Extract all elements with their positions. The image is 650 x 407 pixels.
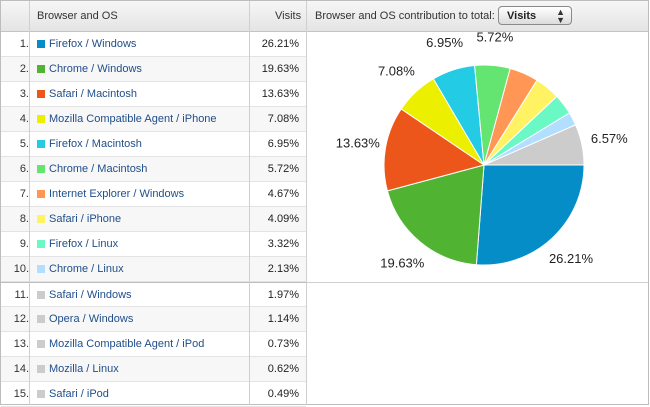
browser-os-link[interactable]: Safari / iPod (49, 388, 109, 400)
browser-os-link[interactable]: Safari / Windows (49, 289, 132, 301)
row-number: 4. (19, 113, 29, 125)
contribution-label: Browser and OS contribution to total: (315, 10, 495, 22)
pie-data-label: 19.63% (380, 256, 425, 271)
column-divider (29, 1, 30, 405)
pie-data-label: 7.08% (378, 64, 415, 79)
row-number: 10. (13, 263, 29, 275)
table-row: 7. Internet Explorer / Windows 4.67% (1, 182, 306, 207)
legend-swatch-icon (37, 390, 45, 398)
row-number: 12. (13, 313, 29, 325)
row-number: 7. (19, 188, 29, 200)
browser-os-link[interactable]: Opera / Windows (49, 313, 134, 325)
chart-divider (307, 282, 648, 283)
row-number: 1. (19, 38, 29, 50)
metric-select-value: Visits (507, 10, 537, 22)
legend-swatch-icon (37, 140, 45, 148)
pie-slice[interactable] (475, 164, 585, 266)
visits-percentage: 13.63% (261, 88, 299, 100)
row-number: 15. (13, 388, 29, 400)
table-row: 12. Opera / Windows 1.14% (1, 307, 306, 332)
pie-data-label: 26.21% (549, 251, 594, 266)
legend-swatch-icon (37, 291, 45, 299)
row-number: 14. (13, 363, 29, 375)
table-row: 14. Mozilla / Linux 0.62% (1, 357, 306, 382)
visits-percentage: 19.63% (261, 63, 299, 75)
visits-percentage: 1.14% (267, 313, 299, 325)
legend-swatch-icon (37, 115, 45, 123)
column-header-browser-os[interactable]: Browser and OS (37, 10, 118, 22)
pie-chart: 26.21% 19.63% 13.63% 7.08% 6.95% 5.72% 6.57% (336, 32, 628, 271)
legend-swatch-icon (37, 190, 45, 198)
column-header-visits[interactable]: Visits (275, 10, 302, 22)
visits-percentage: 1.97% (267, 289, 299, 301)
pie-data-label: 6.57% (591, 131, 628, 146)
pie-slice[interactable] (386, 164, 485, 266)
browser-os-link[interactable]: Safari / Macintosh (49, 88, 138, 100)
visits-percentage: 4.67% (267, 188, 299, 200)
column-divider (249, 1, 250, 405)
legend-swatch-icon (37, 315, 45, 323)
legend-swatch-icon (37, 240, 45, 248)
visits-percentage: 26.21% (261, 38, 299, 50)
row-number: 2. (19, 63, 29, 75)
visits-percentage: 3.32% (267, 238, 299, 250)
pie-slice[interactable] (383, 108, 486, 192)
legend-swatch-icon (37, 215, 45, 223)
legend-swatch-icon (37, 365, 45, 373)
row-number: 3. (19, 88, 29, 100)
visits-percentage: 0.62% (267, 363, 299, 375)
select-arrows-icon: ▲ ▼ (556, 7, 565, 25)
table-row: 3. Safari / Macintosh 13.63% (1, 82, 306, 107)
table-row: 5. Firefox / Macintosh 6.95% (1, 132, 306, 157)
pie-data-label: 5.72% (476, 32, 513, 45)
table-row: 2. Chrome / Windows 19.63% (1, 57, 306, 82)
legend-swatch-icon (37, 165, 45, 173)
row-number: 5. (19, 138, 29, 150)
browser-os-link[interactable]: Mozilla Compatible Agent / iPod (49, 338, 205, 350)
table-row: 13. Mozilla Compatible Agent / iPod 0.73% (1, 332, 306, 357)
visits-percentage: 6.95% (267, 138, 299, 150)
table-row: 15. Safari / iPod 0.49% (1, 382, 306, 407)
browser-os-link[interactable]: Safari / iPhone (49, 213, 122, 225)
metric-select[interactable]: Visits ▲ ▼ (498, 6, 572, 25)
table-row: 4. Mozilla Compatible Agent / iPhone 7.08% (1, 107, 306, 132)
table-row: 6. Chrome / Macintosh 5.72% (1, 157, 306, 182)
browser-os-link[interactable]: Chrome / Macintosh (49, 163, 148, 175)
browser-os-link[interactable]: Firefox / Windows (49, 38, 137, 50)
table-row: 10. Chrome / Linux 2.13% (1, 257, 306, 282)
legend-swatch-icon (37, 265, 45, 273)
pie-data-label: 13.63% (336, 136, 381, 151)
table-row: 1. Firefox / Windows 26.21% (1, 32, 306, 57)
pie-slice[interactable] (483, 124, 585, 166)
column-divider (306, 1, 307, 405)
row-number: 6. (19, 163, 29, 175)
visits-percentage: 4.09% (267, 213, 299, 225)
browser-os-link[interactable]: Firefox / Linux (49, 238, 119, 250)
row-number: 13. (13, 338, 29, 350)
visits-percentage: 5.72% (267, 163, 299, 175)
table-row: 11. Safari / Windows 1.97% (1, 282, 306, 307)
browser-os-link[interactable]: Chrome / Linux (49, 263, 124, 275)
browser-os-link[interactable]: Firefox / Macintosh (49, 138, 142, 150)
row-number: 9. (19, 238, 29, 250)
pie-data-label: 6.95% (426, 35, 463, 50)
table-row: 8. Safari / iPhone 4.09% (1, 207, 306, 232)
legend-swatch-icon (37, 340, 45, 348)
browser-os-link[interactable]: Internet Explorer / Windows (49, 188, 185, 200)
legend-swatch-icon (37, 90, 45, 98)
visits-percentage: 2.13% (267, 263, 299, 275)
browser-os-link[interactable]: Chrome / Windows (49, 63, 142, 75)
browser-os-link[interactable]: Mozilla / Linux (49, 363, 119, 375)
row-number: 8. (19, 213, 29, 225)
visits-percentage: 0.49% (267, 388, 299, 400)
visits-percentage: 0.73% (267, 338, 299, 350)
legend-swatch-icon (37, 65, 45, 73)
legend-swatch-icon (37, 40, 45, 48)
table-row: 9. Firefox / Linux 3.32% (1, 232, 306, 257)
row-number: 11. (14, 289, 29, 301)
visits-percentage: 7.08% (267, 113, 299, 125)
browser-os-link[interactable]: Mozilla Compatible Agent / iPhone (49, 113, 217, 125)
